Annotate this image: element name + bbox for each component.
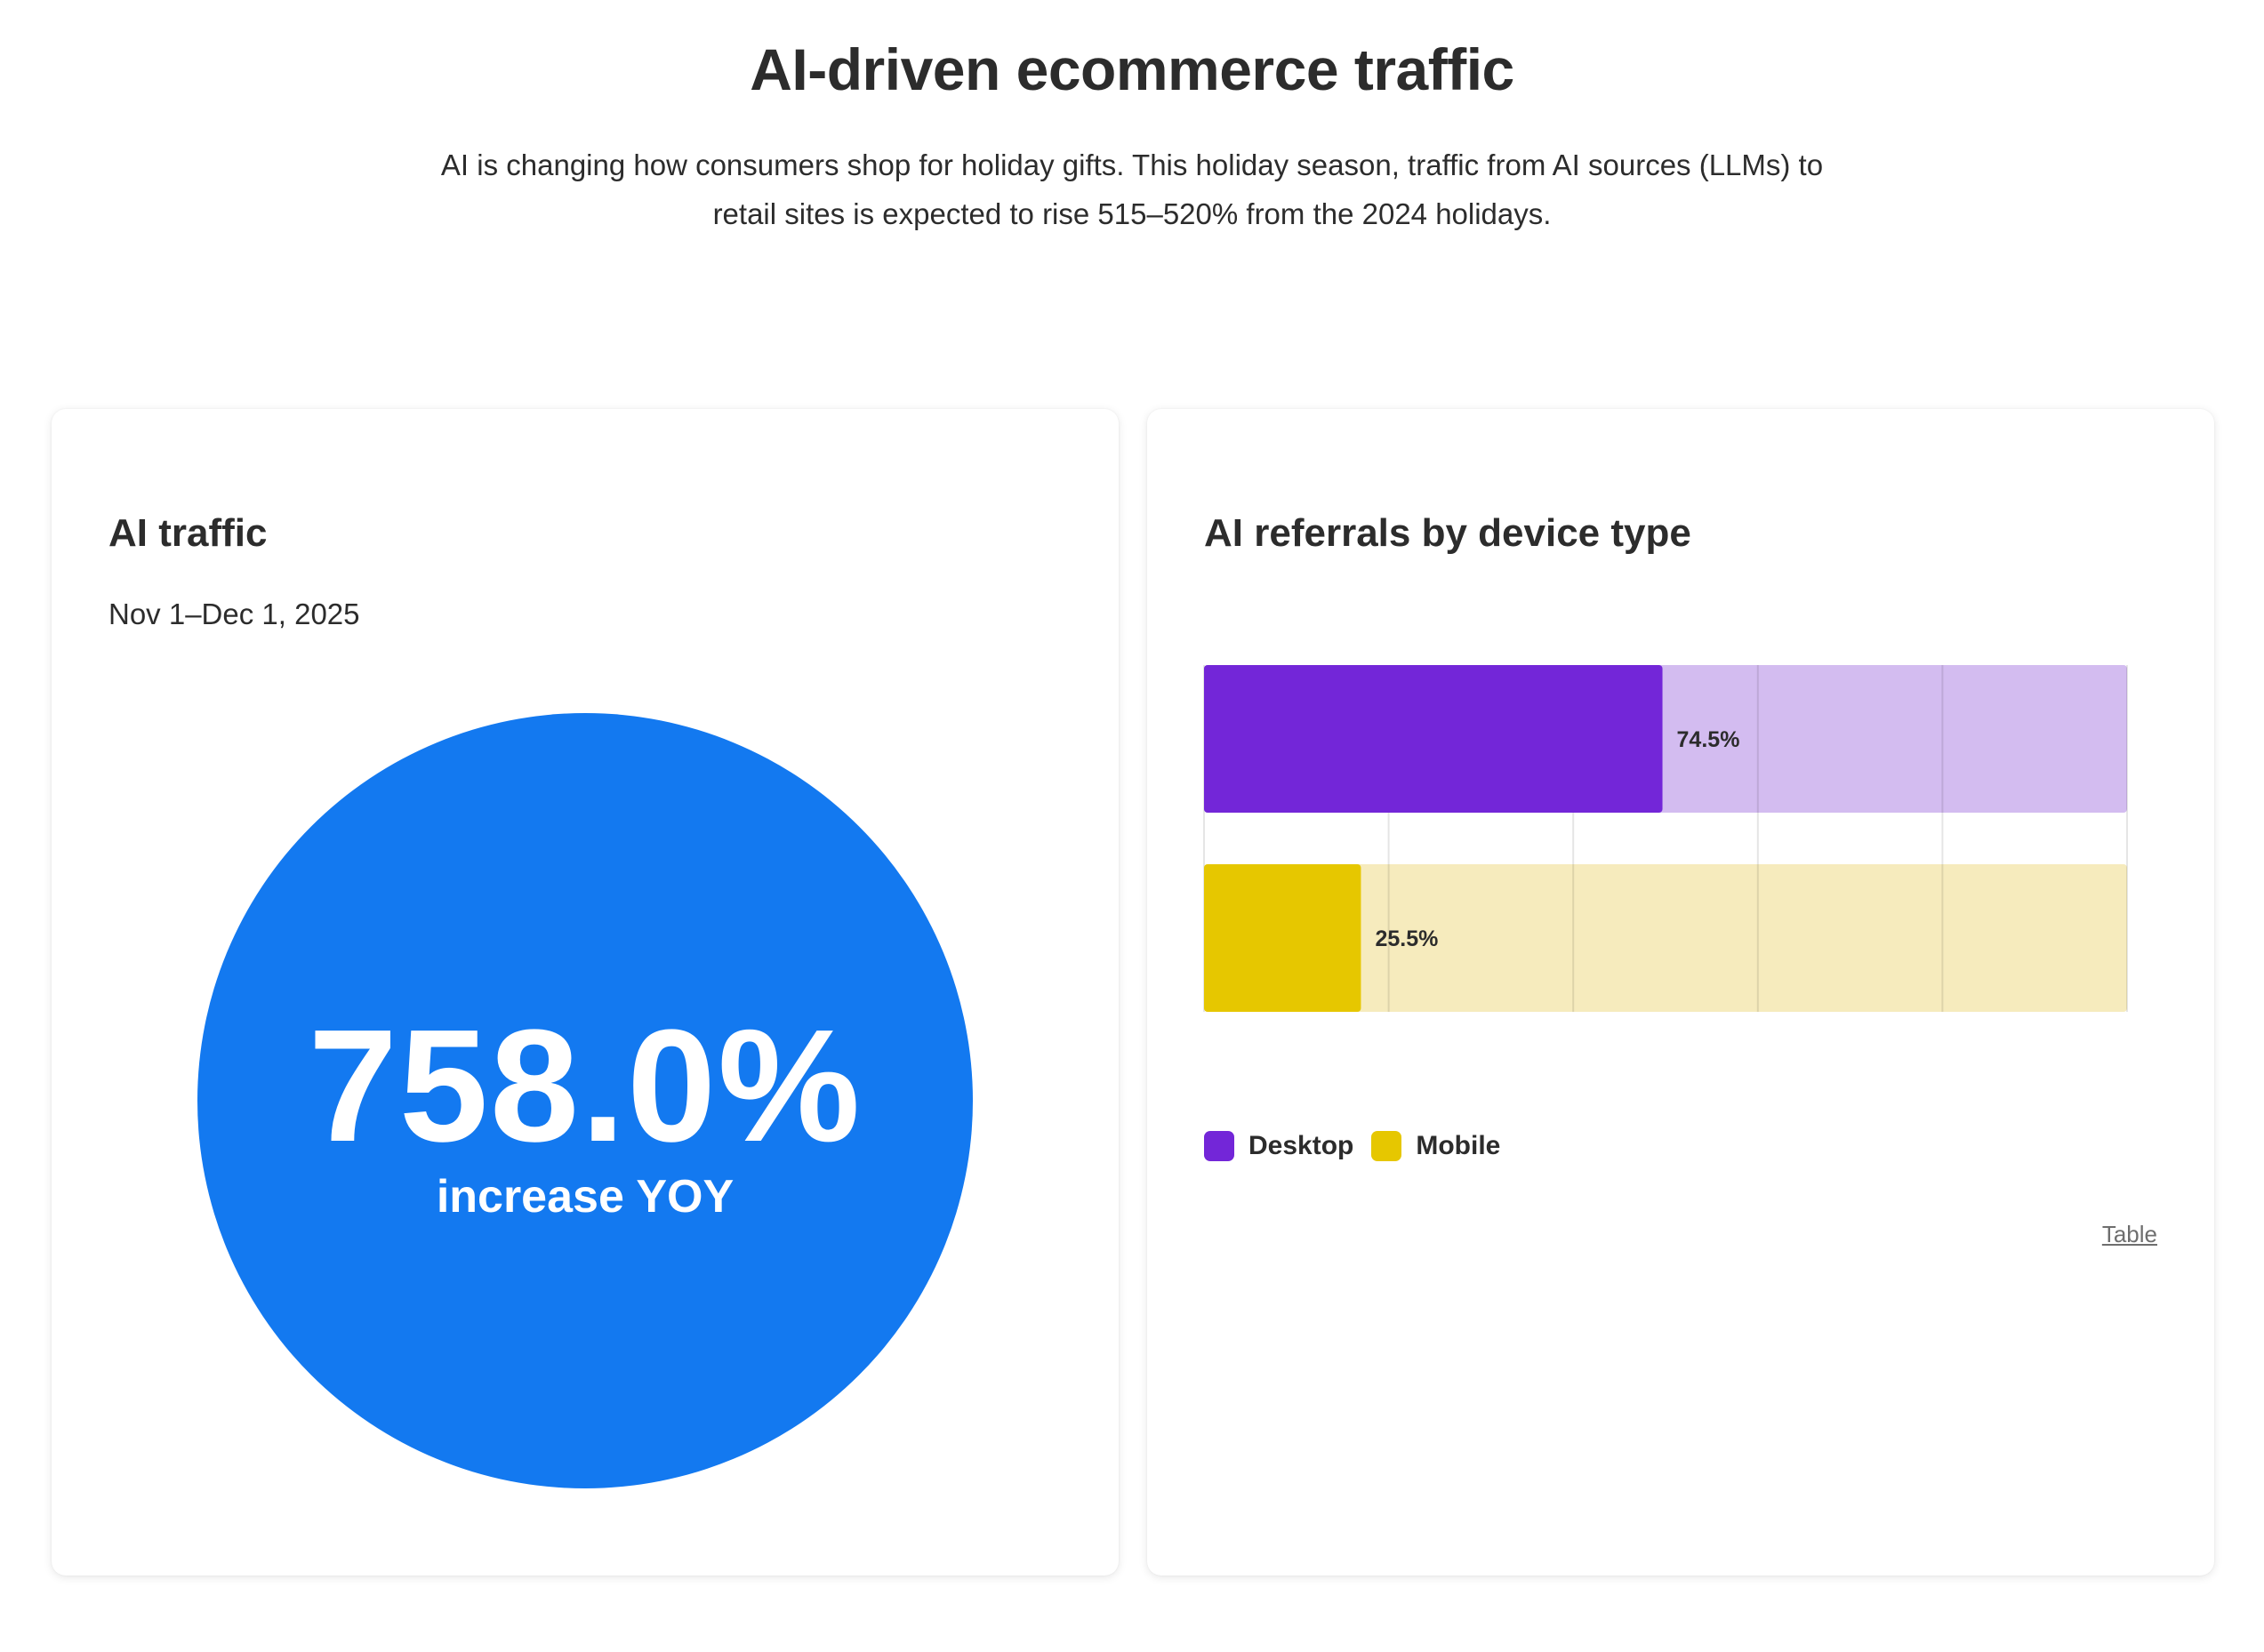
legend-swatch-desktop: [1204, 1131, 1234, 1161]
page-title: AI-driven ecommerce traffic: [750, 36, 1514, 102]
ai-traffic-date-range: Nov 1–Dec 1, 2025: [108, 597, 360, 630]
ai-traffic-value: 758.0%: [308, 997, 863, 1175]
bar-desktop: [1204, 665, 1663, 813]
legend-item-mobile[interactable]: Mobile: [1371, 1131, 1500, 1161]
bar-label-mobile: 25.5%: [1375, 926, 1438, 951]
device-bar-chart: 74.5% 25.5%: [1203, 665, 2128, 1012]
legend-label-desktop: Desktop: [1248, 1131, 1354, 1160]
legend-item-desktop[interactable]: Desktop: [1204, 1131, 1353, 1161]
ai-traffic-card: AI traffic Nov 1–Dec 1, 2025 758.0% incr…: [52, 409, 1119, 1576]
ai-traffic-title: AI traffic: [108, 511, 268, 555]
bar-label-desktop: 74.5%: [1677, 727, 1740, 752]
chart-legend: Desktop Mobile: [1204, 1131, 1518, 1161]
ai-traffic-circle: 758.0% increase YOY: [197, 713, 973, 1488]
bar-track-mobile: [1204, 864, 2127, 1012]
device-type-title: AI referrals by device type: [1204, 511, 1691, 555]
page-subtitle: AI is changing how consumers shop for ho…: [421, 140, 1843, 238]
legend-label-mobile: Mobile: [1416, 1131, 1501, 1160]
subtitle-line-2: retail sites is expected to rise 515–520…: [712, 197, 1552, 230]
device-type-card: AI referrals by device type 74.5% 25.5% D…: [1147, 409, 2214, 1576]
legend-swatch-mobile: [1371, 1131, 1402, 1161]
ai-traffic-caption: increase YOY: [436, 1171, 735, 1223]
bar-mobile: [1204, 864, 1361, 1012]
table-view-link[interactable]: Table: [2101, 1221, 2157, 1247]
subtitle-line-1: AI is changing how consumers shop for ho…: [440, 148, 1824, 181]
